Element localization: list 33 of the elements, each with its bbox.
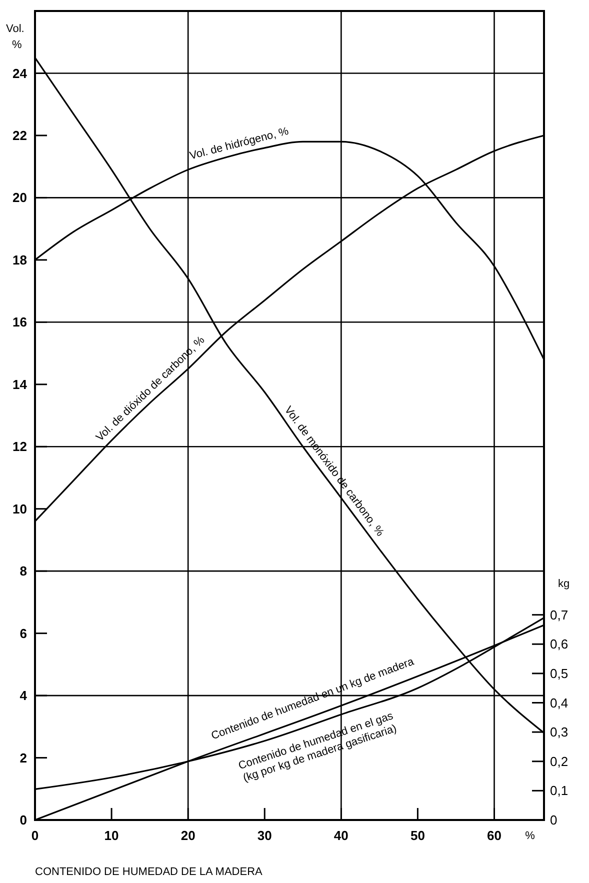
y-tick-label: 6 [20, 626, 27, 641]
y2-tick-label: 0,6 [550, 636, 568, 652]
x-tick-label: 60 [487, 828, 502, 843]
y-axis-title: Vol. % [6, 23, 24, 51]
y2-tick-label: 0,7 [550, 607, 568, 622]
y-tick-label: 10 [12, 501, 27, 516]
x-tick-label: 0 [31, 828, 39, 843]
y2-tick-label: 0,1 [550, 783, 568, 798]
y-tick-label: 4 [20, 688, 28, 704]
y2-tick-label: 0,4 [550, 695, 568, 710]
y2-tick-label: 0 [550, 812, 558, 828]
y-tick-label: 12 [12, 439, 27, 454]
x-tick-label: 20 [180, 828, 196, 843]
x-tick-label: 10 [104, 828, 119, 843]
y-tick-label: 8 [20, 564, 27, 579]
y-tick-label: 16 [12, 314, 27, 330]
x-axis-title: CONTENIDO DE HUMEDAD DE LA MADERA [35, 866, 264, 878]
x-tick-label: 30 [257, 828, 272, 843]
text: % [525, 830, 536, 842]
y-tick-label: 22 [12, 128, 27, 144]
y2-tick-label: 0,5 [550, 666, 568, 681]
y-tick-label: 2 [20, 750, 27, 766]
y2-axis-title: kg [558, 578, 570, 590]
y-tick-label: 18 [12, 252, 27, 268]
y2-tick-label: 0,2 [550, 754, 568, 769]
y2-tick-label: 0,3 [550, 724, 568, 740]
y-tick-label: 24 [12, 66, 28, 81]
y-tick-label: 20 [12, 190, 27, 206]
y-tick-label: 0 [20, 812, 27, 828]
x-tick-label: 50 [410, 828, 425, 843]
text: Vol. de hidrógeno, % [188, 125, 290, 162]
y-tick-label: 14 [12, 376, 28, 392]
x-tick-label: 40 [334, 828, 348, 843]
